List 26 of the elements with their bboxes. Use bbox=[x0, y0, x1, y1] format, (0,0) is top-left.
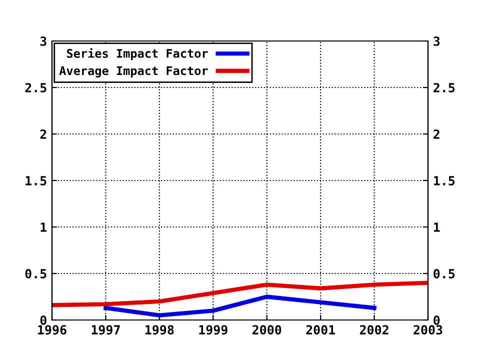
x-tick-label: 2003 bbox=[414, 325, 442, 335]
y2-tick-label: 0.5 bbox=[434, 268, 455, 278]
y2-tick-label: 1.5 bbox=[434, 176, 455, 186]
x-tick-label: 2000 bbox=[252, 325, 282, 335]
y2-tick-label: 1 bbox=[434, 222, 440, 232]
y2-tick-label: 2 bbox=[434, 129, 440, 139]
x-tick-label: 2001 bbox=[306, 325, 336, 335]
x-tick-label: 1999 bbox=[199, 325, 228, 335]
x-tick-label: 1996 bbox=[38, 325, 66, 335]
y2-tick-label: 2.5 bbox=[434, 82, 455, 92]
y-tick-label: 2.5 bbox=[25, 82, 46, 92]
legend-label: Average Impact Factor bbox=[59, 66, 208, 78]
line-series bbox=[52, 280, 428, 308]
y-tick-label: 3 bbox=[40, 36, 46, 46]
y-tick-label: 1.5 bbox=[26, 176, 46, 186]
y-tick-label: 0 bbox=[40, 315, 46, 325]
y2-tick-label: 0 bbox=[434, 315, 440, 325]
x-tick-label: 2002 bbox=[360, 325, 388, 335]
y-tick-label: 2 bbox=[40, 129, 46, 139]
y2-tick-label: 3 bbox=[434, 36, 440, 46]
y-tick-label: 0.5 bbox=[25, 268, 46, 278]
line-series bbox=[104, 294, 376, 318]
legend-label: Series Impact Factor bbox=[66, 48, 208, 60]
x-tick-label: 1997 bbox=[92, 325, 120, 335]
y-tick-label: 1 bbox=[40, 222, 47, 232]
x-tick-label: 1998 bbox=[146, 325, 174, 335]
